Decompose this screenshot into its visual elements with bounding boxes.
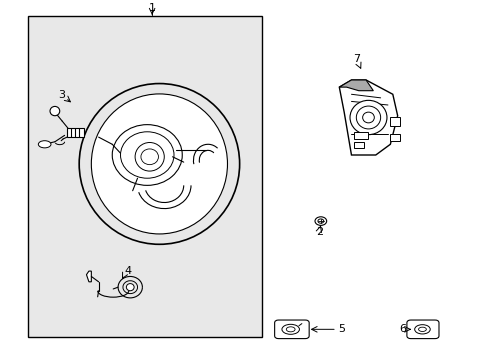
Text: 4: 4 [124,266,131,276]
Text: 2: 2 [315,227,322,237]
Polygon shape [86,271,91,282]
Ellipse shape [349,100,386,135]
Text: 5: 5 [338,324,345,334]
Text: 1: 1 [148,3,155,13]
Polygon shape [339,80,372,91]
Bar [353,132,368,139]
Text: 6: 6 [398,324,405,334]
Ellipse shape [91,94,227,234]
Ellipse shape [126,284,134,291]
Ellipse shape [50,107,60,116]
Bar [28,16,261,337]
Ellipse shape [314,217,326,225]
FancyBboxPatch shape [274,320,308,339]
Bar [389,117,399,126]
Bar [353,143,363,148]
Polygon shape [339,80,397,155]
Ellipse shape [38,141,51,148]
Bar [67,128,84,137]
Bar [389,134,399,141]
Text: 3: 3 [58,90,64,100]
FancyBboxPatch shape [406,320,438,339]
Ellipse shape [112,125,182,185]
Text: 7: 7 [352,54,359,64]
